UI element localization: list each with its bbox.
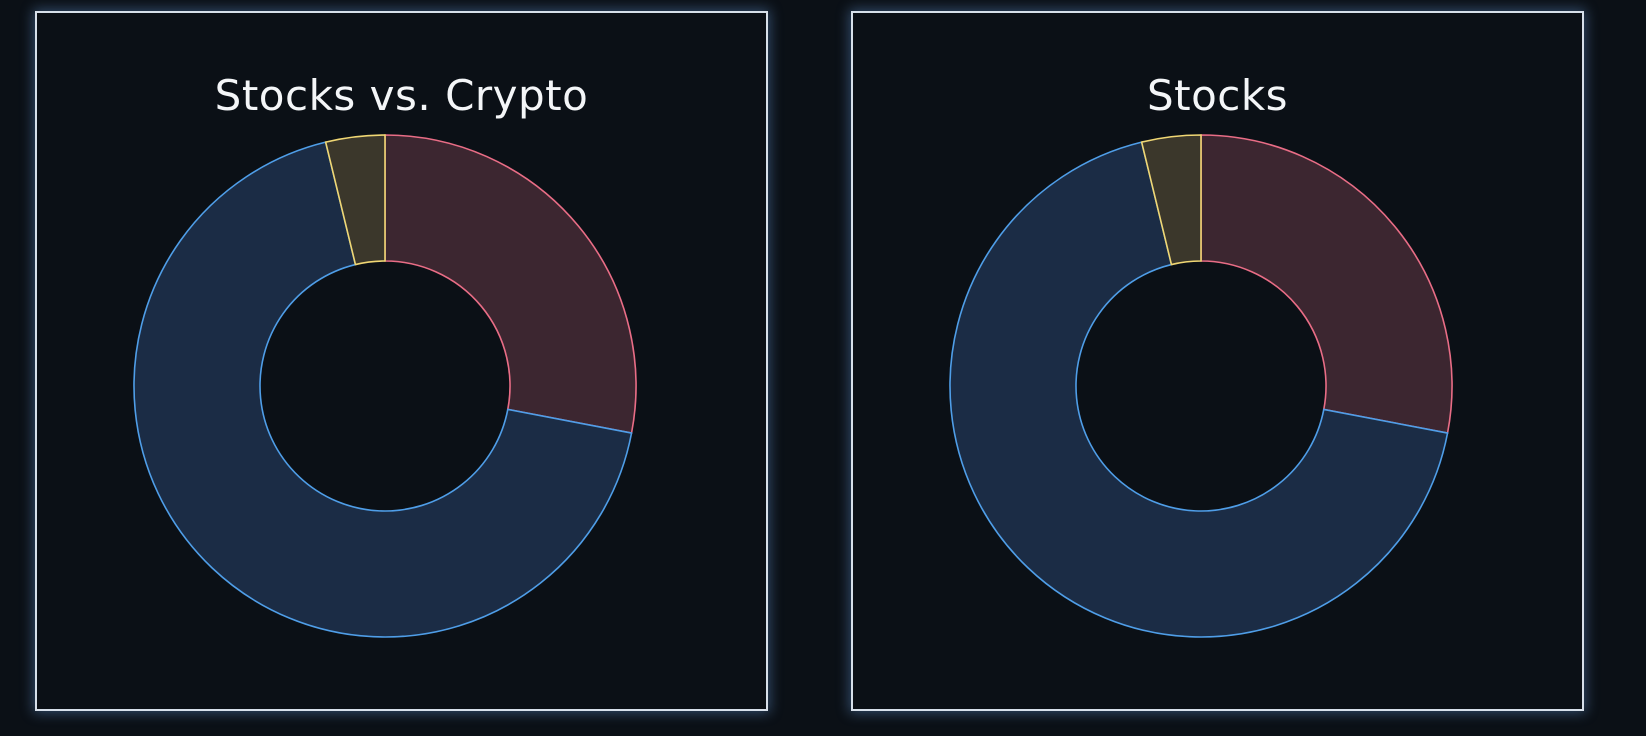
donut-slice-0 [384,134,637,434]
donut-slice-2 [1140,134,1202,266]
donut-slice-2 [324,134,386,266]
chart-title: Stocks [1146,71,1289,120]
donut-slice-0 [1200,134,1453,434]
donut-slice-1 [949,141,1449,638]
chart-panel-stocks: Stocks [851,11,1584,711]
donut-slice-1 [133,141,633,638]
chart-title: Stocks vs. Crypto [214,71,589,120]
donut-chart-stocks [949,134,1453,638]
donut-chart-stocks-vs-crypto [133,134,637,638]
chart-panel-stocks-vs-crypto: Stocks vs. Crypto [35,11,768,711]
